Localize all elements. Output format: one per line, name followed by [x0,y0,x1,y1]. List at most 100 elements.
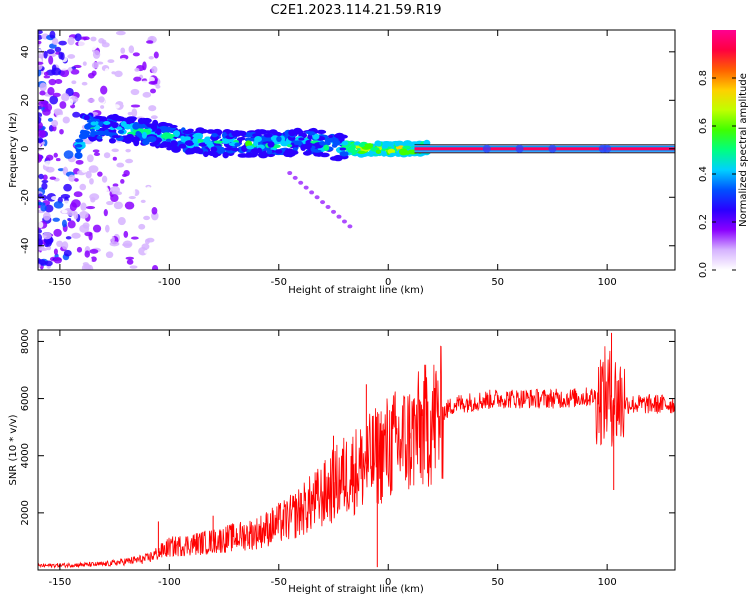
spectrogram-noise-blob [61,209,68,214]
snr-xtick-label: -50 [271,577,287,588]
spectrogram-noise-blob [39,247,48,252]
spectrogram-ridge-blob [101,124,111,129]
spectrogram-noise-blob [146,40,154,44]
spectrogram-noise-blob [42,212,51,221]
spectrogram-noise-blob [110,186,121,194]
spectrogram-noise-blob [59,101,67,109]
spectrogram-noise-blob [38,116,42,124]
colorbar-label: Normalized spectral amplitude [738,73,749,227]
spectrogram-streak-blob [309,190,315,195]
spectrogram-ridge-blob [357,150,366,154]
spectrogram-noise-blob [39,90,46,96]
spectrogram-noise-blob [59,68,70,78]
spectrogram-ridge-blob [224,147,235,151]
spectrogram-noise-blob [55,157,61,162]
spectrogram-noise-blob [115,30,126,36]
spectrogram-noise-blob [122,173,128,178]
spectrogram-ridge-blob [203,151,209,158]
spectrogram-noise-blob [38,69,42,77]
spectrogram-noise-blob [146,186,151,193]
spectrogram-ridge-blob [166,133,175,138]
spectrogram-noise-blob [130,104,141,108]
spectrogram-noise-blob [152,265,159,270]
spectrogram-noise-blob [52,217,60,222]
spectrogram-noise-blob [144,250,149,254]
spectrogram-noise-blob [120,178,125,184]
spectrogram-ridge-blob [389,152,397,156]
spectrogram-panel: -150 -100 -50 0 50 100 -40 -20 0 20 40 Height of s… [8,29,676,296]
spectrogram-ridge-blob [161,134,169,139]
spectrogram-ridge-blob [132,122,140,130]
spectrogram-streak-blob [298,180,304,185]
spectrogram-ridge-blob [267,141,275,148]
spectrogram-ridge-blob [192,137,198,144]
spectrogram-noise-blob [71,80,77,85]
spectrogram-noise-blob [58,40,67,46]
spectrogram-ridge-blob [256,129,268,135]
spectrogram-ridge-blob [300,144,307,151]
spectrogram-ridge-blob [339,151,349,157]
spectrogram-noise-blob [79,210,89,219]
spectrogram-noise-blob [110,194,119,203]
spectrogram-ridge-blob [155,128,162,136]
spectrogram-noise-blob [79,224,90,233]
spectrogram-noise-blob [51,119,59,127]
spectrogram-ridge-blob [302,150,312,156]
spectrogram-ridge-blob [74,152,83,159]
spectrogram-noise-blob [121,36,127,43]
spectrogram-noise-blob [61,219,67,228]
spectrogram-noise-blob [49,176,57,180]
spectrogram-ridge-blob [141,131,147,139]
spectrogram-noise-blob [87,98,95,103]
spectrogram-noise-blob [38,238,43,247]
spectrogram-ridge-blob [149,142,158,147]
spectrogram-noise-blob [58,51,64,60]
figure-title: C2E1.2023.114.21.59.R19 [270,3,441,18]
spectrogram-noise-blob [153,51,159,59]
spectrogram-noise-blob [54,79,63,84]
spectrogram-noise-blob [40,204,47,212]
spectrogram-noise-blob [151,66,158,74]
spectrogram-noise-blob [38,34,43,41]
spectrogram-noise-blob [103,183,108,192]
spectrogram-noise-blob [139,186,149,194]
spectrogram-noise-blob [65,236,72,240]
spectrogram-noise-blob [110,213,115,219]
spectrogram-ridge-blob [263,133,273,138]
spectrogram-noise-blob [148,105,157,112]
spectrogram-ticks: -150 -100 -50 0 50 100 -40 -20 0 20 40 [20,30,675,288]
spectrogram-noise-blob [44,61,49,70]
spectrogram-noise-blob [90,36,97,42]
spectrogram-noise-blob [41,182,48,190]
colorbar-tick-label: 0.8 [698,70,709,86]
spectrogram-ridge-blob [341,140,349,146]
spectrogram-ridge-blob [172,130,181,138]
spectrogram-ridge-blob [117,129,125,134]
spectrogram-ridge-blob [165,138,172,143]
spectrogram-frame [37,29,676,271]
spectrogram-noise-blob [111,71,116,75]
spectrogram-ridge-blob [305,130,312,134]
spectrogram-noise-blob [86,154,94,163]
spectrogram-noise-blob [104,224,110,233]
spectrogram-ridge-blob [323,144,330,151]
spectrogram-noise-blob [89,178,94,185]
spectrogram-noise-blob [90,256,97,262]
spectrogram-noise-blob [106,235,113,240]
snr-series-line [38,345,675,569]
spectrogram-ridge-blob [327,134,334,139]
spectrogram-noise-blob [148,80,158,85]
spectrogram-noise-blob [62,200,71,205]
spectrogram-streak-blob [347,224,353,229]
spectrogram-ytick-label: 0 [20,146,31,152]
spectrogram-noise-blob [82,61,87,66]
spectrogram-noise-blob [116,162,125,168]
spectrogram-noise-blob [129,265,138,269]
spectrogram-noise-blob [48,222,57,228]
spectrogram-noise-blob [73,211,79,220]
spectrogram-xlabel: Height of straight line (km) [288,285,424,296]
spectrogram-noise-blob [38,155,42,163]
spectrogram-noise-blob [68,174,76,182]
spectrogram-noise-blob [125,148,131,153]
spectrogram-ridge-blob [276,135,282,142]
